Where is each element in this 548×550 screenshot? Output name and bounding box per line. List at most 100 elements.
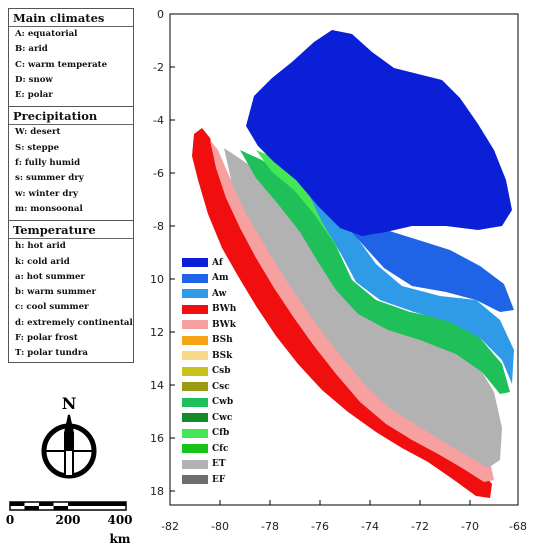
legend-entry: Cfc: [182, 441, 242, 457]
legend-swatch: [182, 320, 208, 330]
key-line: a: hot summer: [15, 271, 85, 282]
legend-swatch: [182, 366, 208, 376]
legend-entry: BSh: [182, 333, 242, 349]
key-line: T: polar tundra: [15, 348, 88, 359]
legend-swatch: [182, 459, 208, 469]
legend-label: Csc: [212, 381, 230, 392]
y-tick-label: -2: [153, 61, 164, 74]
climate-region-cwb: [240, 150, 510, 394]
y-tick-label: -14: [150, 379, 164, 392]
legend-swatch: [182, 397, 208, 407]
legend-entry: Csb: [182, 364, 242, 380]
key-line: A: equatorial: [15, 29, 78, 39]
legend-label: Cwb: [212, 397, 234, 408]
legend-label: BSh: [212, 335, 233, 346]
legend-label: ET: [212, 459, 226, 470]
y-tick-label: -4: [153, 114, 164, 127]
x-tick-label: -72: [411, 520, 429, 533]
key-line: B: arid: [15, 44, 48, 55]
legend-label: Cwc: [212, 412, 233, 423]
x-tick-label: -70: [461, 520, 479, 533]
legend-entry: ET: [182, 457, 242, 473]
legend-swatch: [182, 475, 208, 485]
key-line: w: winter dry: [15, 188, 78, 199]
climate-region-af: [246, 30, 512, 236]
legend-entry: Csc: [182, 379, 242, 395]
precipitation-heading: Precipitation: [9, 107, 133, 126]
legend-swatch: [182, 413, 208, 423]
legend-swatch: [182, 258, 208, 268]
legend-swatch: [182, 273, 208, 283]
y-tick-label: -16: [150, 432, 164, 445]
key-line: F: polar frost: [15, 333, 78, 344]
legend-label: Af: [212, 257, 223, 268]
key-line: C: warm temperate: [15, 59, 108, 70]
legend-swatch: [182, 335, 208, 345]
legend-entry: Cwc: [182, 410, 242, 426]
scale-bar: 0 200 400 km: [6, 501, 133, 546]
legend-swatch: [182, 351, 208, 361]
key-line: d: extremely continental: [15, 317, 133, 328]
legend-label: Csb: [212, 366, 231, 377]
legend-label: Am: [212, 273, 229, 284]
key-line: b: warm summer: [15, 287, 97, 298]
legend-label: EF: [212, 474, 226, 485]
x-tick-label: -80: [211, 520, 229, 533]
legend-entry: Cwb: [182, 395, 242, 411]
legend-entry: BWh: [182, 302, 242, 318]
y-tick-label: -12: [150, 326, 164, 339]
climate-key-panel: Main climates A: equatorial B: arid C: w…: [8, 8, 134, 363]
north-arrow-icon: N: [41, 394, 97, 479]
x-tick-label: -78: [261, 520, 279, 533]
key-line: f: fully humid: [15, 158, 81, 169]
scale-tick-200: 200: [55, 513, 80, 527]
key-line: c: cool summer: [15, 302, 89, 313]
legend-swatch: [182, 289, 208, 299]
climate-region-cfb: [256, 150, 350, 262]
legend-label: Aw: [212, 288, 227, 299]
key-line: S: steppe: [15, 142, 60, 153]
key-line: k: cold arid: [15, 256, 70, 267]
temperature-section: Temperature h: hot arid k: cold arid a: …: [9, 220, 133, 361]
y-tick-label: -8: [153, 220, 164, 233]
climate-class-legend: Af Am Aw BWh BWk BSh BSk Csb Csc Cwb Cwc…: [182, 255, 242, 488]
map-frame: 0 -2 -4 -6 -8 -10 -12 -14 -16 -18 -82 -8…: [150, 0, 548, 550]
north-label: N: [62, 394, 77, 413]
legend-entry: Am: [182, 271, 242, 287]
climate-map: 0 -2 -4 -6 -8 -10 -12 -14 -16 -18 -82 -8…: [150, 8, 527, 533]
main-climates-heading: Main climates: [9, 9, 133, 27]
legend-label: BWk: [212, 319, 236, 330]
legend-swatch: [182, 428, 208, 438]
key-line: s: summer dry: [15, 173, 84, 184]
legend-entry: EF: [182, 472, 242, 488]
x-tick-label: -68: [509, 520, 527, 533]
legend-swatch: [182, 304, 208, 314]
y-tick-label: -6: [153, 167, 164, 180]
legend-swatch: [182, 444, 208, 454]
legend-label: BWh: [212, 304, 237, 315]
climate-region-am: [346, 226, 514, 312]
legend-entry: Af: [182, 255, 242, 271]
y-tick-label: -18: [150, 485, 164, 498]
y-tick-label: -10: [150, 273, 164, 286]
scale-tick-400: 400: [107, 513, 132, 527]
key-line: m: monsoonal: [15, 203, 83, 214]
legend-label: BSk: [212, 350, 233, 361]
legend-swatch: [182, 382, 208, 392]
legend-entry: Aw: [182, 286, 242, 302]
key-line: D: snow: [15, 74, 53, 85]
scale-tick-0: 0: [6, 513, 14, 527]
legend-entry: Cfb: [182, 426, 242, 442]
legend-entry: BWk: [182, 317, 242, 333]
x-tick-label: -76: [311, 520, 329, 533]
key-line: h: hot arid: [15, 241, 66, 252]
x-tick-label: -82: [161, 520, 179, 533]
compass-needle-north-half: [65, 415, 73, 451]
y-tick-label: 0: [157, 8, 164, 21]
legend-label: Cfc: [212, 443, 229, 454]
precipitation-section: Precipitation W: desert S: steppe f: ful…: [9, 106, 133, 217]
x-tick-label: -74: [361, 520, 379, 533]
key-line: E: polar: [15, 90, 53, 101]
legend-label: Cfb: [212, 428, 230, 439]
key-line: W: desert: [15, 127, 61, 138]
